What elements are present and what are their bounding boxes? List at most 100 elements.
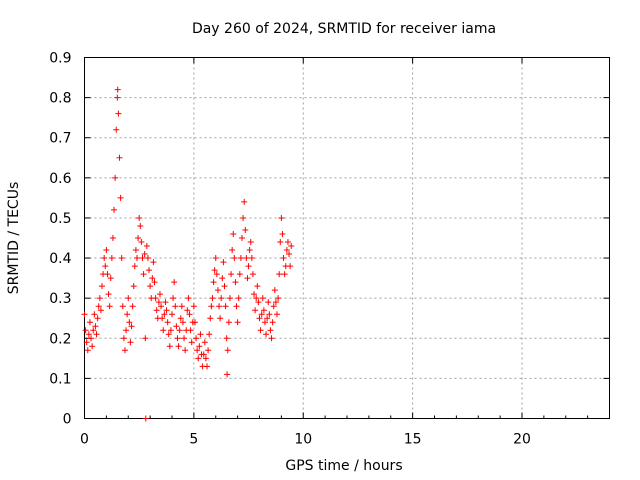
- y-tick-labels: 0 0.1 0.2 0.3 0.4 0.5 0.6 0.7 0.8 0.9: [49, 51, 71, 428]
- data-point: [190, 303, 197, 310]
- data-point: [216, 303, 223, 310]
- data-point: [205, 347, 212, 354]
- data-point: [111, 206, 118, 213]
- data-point: [263, 331, 270, 338]
- data-point: [268, 335, 275, 342]
- data-point: [163, 307, 170, 314]
- data-point: [191, 319, 198, 326]
- data-point: [150, 259, 157, 266]
- data-point: [171, 279, 178, 286]
- data-point: [193, 335, 200, 342]
- data-point: [257, 327, 264, 334]
- data-point: [276, 271, 283, 278]
- data-point: [90, 327, 97, 334]
- data-point: [119, 303, 126, 310]
- data-point: [143, 243, 150, 250]
- data-point: [166, 343, 173, 350]
- data-point: [162, 299, 169, 306]
- data-point: [177, 315, 184, 322]
- y-tick-label: 0.7: [49, 131, 71, 147]
- data-point: [86, 319, 93, 326]
- data-point: [247, 239, 254, 246]
- data-point: [107, 275, 114, 282]
- data-point: [242, 226, 249, 233]
- data-point: [155, 299, 162, 306]
- data-point: [137, 222, 144, 229]
- data-point: [141, 251, 148, 258]
- data-point: [240, 214, 247, 221]
- data-point: [237, 255, 244, 262]
- data-point: [151, 279, 158, 286]
- y-tick-label: 0.4: [49, 251, 71, 267]
- data-point: [277, 239, 284, 246]
- data-point: [229, 247, 236, 254]
- data-point: [202, 355, 209, 362]
- data-point: [207, 315, 214, 322]
- data-point: [256, 315, 263, 322]
- data-point: [181, 335, 188, 342]
- data-point: [270, 303, 277, 310]
- data-point: [144, 255, 151, 262]
- data-point: [213, 271, 220, 278]
- data-point: [274, 311, 280, 318]
- data-point: [130, 283, 137, 290]
- grid-lines: [84, 57, 610, 419]
- data-point: [156, 291, 163, 298]
- data-point: [124, 311, 131, 318]
- data-point: [248, 255, 255, 262]
- data-point: [114, 94, 121, 101]
- data-point: [96, 295, 103, 302]
- data-point: [173, 323, 180, 330]
- data-point: [194, 347, 201, 354]
- data-point: [254, 283, 261, 290]
- data-point: [212, 255, 219, 262]
- data-point: [225, 319, 232, 326]
- data-point: [234, 319, 241, 326]
- data-point: [118, 255, 125, 262]
- data-point: [265, 299, 272, 306]
- data-point: [201, 339, 208, 346]
- data-point: [266, 311, 273, 318]
- y-tick-label: 0.8: [49, 91, 71, 107]
- data-point: [160, 327, 167, 334]
- data-point: [134, 255, 140, 262]
- data-point: [269, 319, 276, 326]
- data-point: [275, 295, 282, 302]
- data-point: [136, 214, 143, 221]
- data-point: [197, 331, 204, 338]
- data-point: [117, 194, 124, 201]
- data-point: [139, 255, 146, 262]
- data-point: [135, 235, 142, 241]
- data-point: [94, 315, 101, 322]
- y-tick-label: 0.6: [49, 171, 71, 187]
- data-point: [188, 339, 195, 346]
- data-point: [196, 343, 203, 350]
- data-point: [174, 335, 181, 342]
- y-tick-label: 0.5: [49, 211, 71, 227]
- data-point: [165, 331, 172, 338]
- data-point: [243, 255, 250, 262]
- data-point: [138, 239, 145, 246]
- data-point: [82, 327, 89, 334]
- data-point: [187, 327, 194, 334]
- data-points: [81, 86, 295, 422]
- data-point: [123, 327, 130, 334]
- x-tick-label: 10: [294, 432, 312, 448]
- data-point: [92, 323, 99, 330]
- data-point: [140, 271, 147, 278]
- data-point: [233, 303, 240, 310]
- data-point: [252, 307, 259, 314]
- data-point: [245, 263, 252, 270]
- data-point: [158, 303, 165, 310]
- data-point: [99, 283, 105, 290]
- data-point: [209, 295, 216, 302]
- data-point: [153, 307, 160, 314]
- data-point: [222, 303, 229, 310]
- data-point: [185, 295, 192, 302]
- data-point: [85, 331, 92, 338]
- chart-title: Day 260 of 2024, SRMTID for receiver iam…: [192, 21, 496, 37]
- data-point: [146, 267, 153, 274]
- data-point: [127, 339, 134, 346]
- data-point: [220, 259, 227, 266]
